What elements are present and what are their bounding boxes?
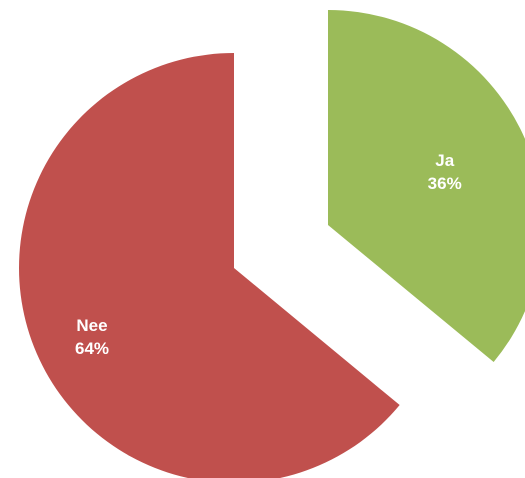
slice-value-nee: 64% (75, 339, 109, 358)
pie-slice-nee (19, 53, 400, 478)
slice-value-ja: 36% (428, 174, 462, 193)
pie-slice-ja (328, 10, 525, 363)
slice-label-nee: Nee (76, 316, 107, 335)
slice-label-ja: Ja (435, 151, 454, 170)
